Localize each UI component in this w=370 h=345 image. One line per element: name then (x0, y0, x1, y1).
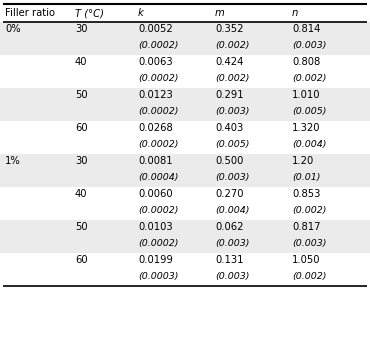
Text: 1.010: 1.010 (292, 90, 320, 100)
Text: 30: 30 (75, 156, 87, 166)
Text: 1.050: 1.050 (292, 255, 320, 265)
Text: 0%: 0% (5, 24, 21, 34)
Text: 0.853: 0.853 (292, 189, 320, 199)
Text: 0.270: 0.270 (215, 189, 243, 199)
Text: 0.0063: 0.0063 (138, 57, 173, 67)
Text: 50: 50 (75, 223, 88, 233)
Bar (0, 88, 370, 121)
Text: n: n (292, 8, 298, 18)
Bar (0, 154, 370, 187)
Bar (0, 121, 370, 154)
Text: 0.0199: 0.0199 (138, 255, 173, 265)
Text: (0.002): (0.002) (292, 206, 326, 215)
Bar (0, 220, 370, 253)
Text: 0.403: 0.403 (215, 124, 243, 134)
Bar (0, 187, 370, 220)
Text: (0.0002): (0.0002) (138, 75, 178, 83)
Text: (0.002): (0.002) (292, 273, 326, 282)
Text: 0.817: 0.817 (292, 223, 320, 233)
Text: 0.0103: 0.0103 (138, 223, 173, 233)
Text: (0.0004): (0.0004) (138, 174, 178, 183)
Text: 40: 40 (75, 57, 87, 67)
Text: 0.0081: 0.0081 (138, 156, 173, 166)
Text: 0.062: 0.062 (215, 223, 243, 233)
Text: (0.003): (0.003) (215, 239, 249, 248)
Text: 1.20: 1.20 (292, 156, 314, 166)
Text: 0.424: 0.424 (215, 57, 243, 67)
Text: (0.0002): (0.0002) (138, 206, 178, 215)
Text: (0.0002): (0.0002) (138, 140, 178, 149)
Bar (0, 253, 370, 286)
Text: 0.808: 0.808 (292, 57, 320, 67)
Text: (0.005): (0.005) (292, 107, 326, 116)
Text: (0.004): (0.004) (292, 140, 326, 149)
Text: (0.002): (0.002) (292, 75, 326, 83)
Text: (0.0002): (0.0002) (138, 107, 178, 116)
Text: (0.003): (0.003) (292, 41, 326, 50)
Text: 0.0060: 0.0060 (138, 189, 173, 199)
Text: (0.002): (0.002) (215, 41, 249, 50)
Text: 0.131: 0.131 (215, 255, 243, 265)
Text: 40: 40 (75, 189, 87, 199)
Text: (0.0002): (0.0002) (138, 239, 178, 248)
Text: (0.002): (0.002) (215, 75, 249, 83)
Text: 1%: 1% (5, 156, 21, 166)
Text: 0.0052: 0.0052 (138, 24, 173, 34)
Text: 0.500: 0.500 (215, 156, 243, 166)
Text: k: k (138, 8, 144, 18)
Text: (0.003): (0.003) (215, 107, 249, 116)
Text: T (°C): T (°C) (75, 8, 104, 18)
Bar (0, 4, 370, 22)
Text: (0.003): (0.003) (215, 273, 249, 282)
Text: (0.0002): (0.0002) (138, 41, 178, 50)
Text: 30: 30 (75, 24, 87, 34)
Text: 0.291: 0.291 (215, 90, 243, 100)
Text: Filler ratio: Filler ratio (5, 8, 55, 18)
Text: (0.01): (0.01) (292, 174, 320, 183)
Bar (0, 22, 370, 55)
Text: 60: 60 (75, 124, 88, 134)
Text: (0.005): (0.005) (215, 140, 249, 149)
Text: (0.003): (0.003) (292, 239, 326, 248)
Text: (0.003): (0.003) (215, 174, 249, 183)
Text: 0.814: 0.814 (292, 24, 320, 34)
Text: 50: 50 (75, 90, 88, 100)
Text: 0.352: 0.352 (215, 24, 243, 34)
Text: (0.004): (0.004) (215, 206, 249, 215)
Text: m: m (215, 8, 225, 18)
Text: 1.320: 1.320 (292, 124, 320, 134)
Bar (0, 55, 370, 88)
Text: 60: 60 (75, 255, 88, 265)
Text: (0.0003): (0.0003) (138, 273, 178, 282)
Text: 0.0268: 0.0268 (138, 124, 173, 134)
Text: 0.0123: 0.0123 (138, 90, 173, 100)
